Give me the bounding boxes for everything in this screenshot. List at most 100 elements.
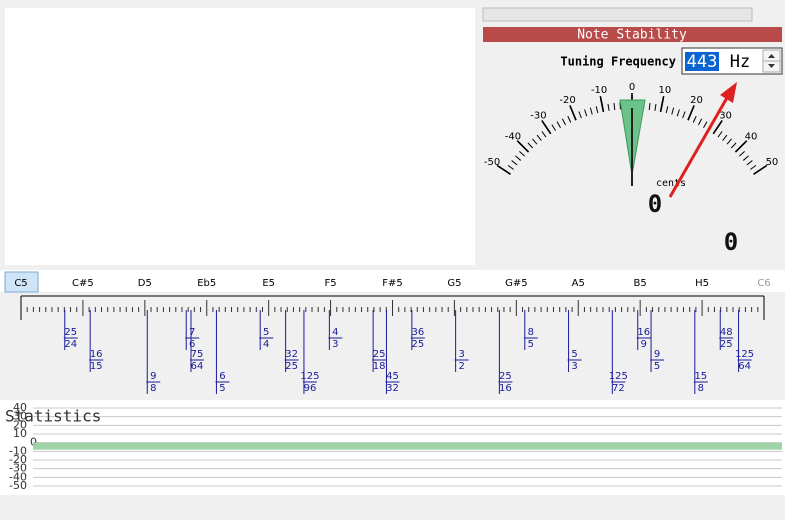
meter-scale-tick (595, 106, 599, 114)
ratio-numerator: 3 (458, 349, 464, 360)
meter-tick-label: 50 (766, 157, 779, 168)
tuning-label: Tuning Frequency (560, 55, 676, 69)
ratio-numerator: 48 (720, 327, 733, 338)
ruler: C5 C#5 D5 Eb5 E5 F5 F#5 G5 G#5 A5 B5 H5 C62524161598… (14, 278, 771, 394)
ratio-denominator: 25 (412, 339, 425, 350)
spectrum-panel (5, 8, 475, 265)
meter-scale-tick (717, 131, 723, 138)
ratio-numerator: 5 (263, 327, 269, 338)
ratio-numerator: 9 (150, 371, 156, 382)
ratio-denominator: 25 (720, 339, 733, 350)
ratio-numerator: 8 (528, 327, 534, 338)
selected-note (4, 271, 39, 293)
meter-major-tick (496, 164, 511, 175)
meter-scale-tick (515, 155, 522, 161)
stability-header: Note Stability (577, 28, 687, 43)
ratio-denominator: 3 (571, 361, 577, 372)
ratio-denominator: 16 (499, 383, 512, 394)
meter-scale-tick (507, 164, 514, 170)
meter-scale-tick (726, 138, 732, 145)
meter-major-tick (753, 164, 768, 175)
note-label: C5 (14, 278, 27, 289)
stat-level (33, 442, 782, 450)
meter-tick-label: -50 (484, 157, 500, 168)
meter-scale-tick (648, 103, 651, 111)
note-label: A5 (572, 278, 585, 289)
meter-tick-label: 30 (719, 110, 732, 121)
ratio-numerator: 7 (189, 327, 195, 338)
meter-tick-label: 20 (690, 95, 703, 106)
meter-scale-tick (703, 121, 708, 128)
meter-scale-tick (541, 131, 547, 138)
note-label: B5 (634, 278, 647, 289)
stat-tick-label: -10 (9, 444, 27, 457)
meter-major-tick (569, 105, 577, 121)
meter-scale-tick (750, 164, 757, 170)
meter-tick-label: -10 (591, 85, 607, 96)
meter-scale-tick (692, 115, 697, 123)
stat-tick-label: 10 (13, 427, 27, 440)
stat-tick-label: -30 (9, 462, 27, 475)
ratio-numerator: 9 (654, 349, 660, 360)
meter-major-tick (516, 140, 530, 153)
note-label: G#5 (505, 278, 528, 289)
ratio-denominator: 72 (612, 383, 625, 394)
meter-scale-tick (665, 106, 669, 114)
ratio-denominator: 8 (698, 383, 704, 394)
meter-scale-tick (584, 109, 588, 117)
stat-tick-label: 40 (13, 401, 27, 414)
ratio-numerator: 45 (386, 371, 399, 382)
ratio-numerator: 25 (64, 327, 77, 338)
ratio-denominator: 64 (738, 361, 751, 372)
meter-scale-tick (746, 160, 753, 166)
meter-tick-label: 10 (658, 85, 671, 96)
ratio-numerator: 4 (332, 327, 338, 338)
ratio-denominator: 4 (263, 339, 269, 350)
ratio-denominator: 15 (90, 361, 103, 372)
ratio-numerator: 15 (694, 371, 707, 382)
needle (619, 99, 646, 186)
meter-scale-tick (578, 111, 582, 119)
meter-scale-tick (551, 124, 556, 131)
annotation-arrowhead (720, 82, 737, 103)
meter-tick-label: -40 (505, 131, 521, 142)
meter-tick-label: 40 (745, 131, 758, 142)
meter-scale-tick (698, 118, 703, 126)
meter-scale-tick (589, 107, 593, 115)
ratio-numerator: 16 (637, 327, 650, 338)
note-label: Eb5 (197, 278, 216, 289)
meter: -50 -40 -30 -20 -10 0 10 20 30 40 50 (484, 82, 778, 186)
note-label: F5 (325, 278, 337, 289)
note-label: C6 (757, 278, 770, 289)
ratio-denominator: 32 (386, 383, 399, 394)
meter-major-tick (712, 120, 723, 135)
meter-tick-label: 0 (629, 82, 635, 93)
meter-scale-tick (511, 160, 518, 166)
meter-scale-tick (532, 138, 538, 145)
note-label: H5 (695, 278, 709, 289)
meter-scale-tick (682, 111, 686, 119)
meter-scale-tick (742, 155, 749, 161)
ratio-denominator: 9 (641, 339, 647, 350)
meter-scale-tick (561, 118, 566, 126)
meter-scale-tick (567, 115, 572, 123)
frequency-unit: Hz (730, 52, 750, 72)
ratio-denominator: 8 (150, 383, 156, 394)
stat-tick-label: -50 (9, 479, 27, 492)
ratio-numerator: 25 (499, 371, 512, 382)
meter-scale-tick (607, 103, 610, 111)
meter-scale-tick (613, 103, 616, 111)
stat-tick-label: -40 (9, 470, 27, 483)
annotation-arrow (668, 95, 730, 198)
meter-scale-tick (671, 107, 675, 115)
meter-major-tick (659, 95, 665, 112)
frequency-value[interactable]: 443 (687, 52, 718, 72)
ratio-denominator: 2 (458, 361, 464, 372)
meter-scale-tick (654, 103, 657, 111)
statistics-title: Statistics (5, 407, 101, 426)
ratio-denominator: 5 (219, 383, 225, 394)
ratio-denominator: 5 (654, 361, 660, 372)
ratio-numerator: 125 (300, 371, 319, 382)
cents-label: cents (656, 178, 686, 189)
